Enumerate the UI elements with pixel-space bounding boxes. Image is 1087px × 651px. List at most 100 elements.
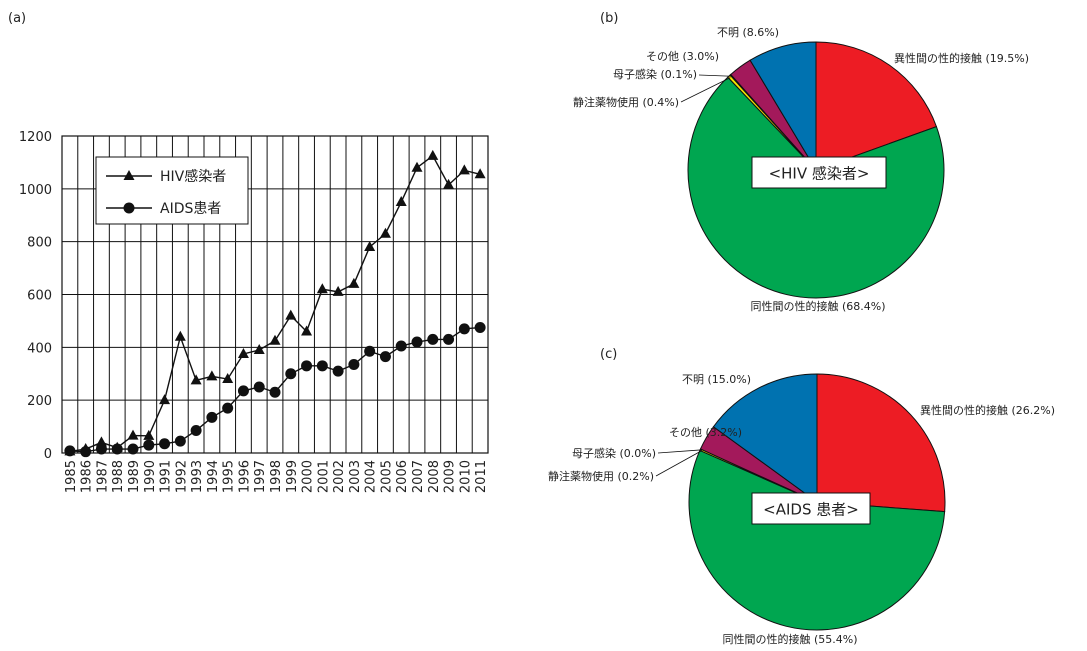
aids-point: [316, 360, 328, 372]
hiv-point: [206, 370, 218, 381]
aids-point: [332, 365, 344, 377]
leader-line: [655, 450, 703, 477]
hiv-point: [127, 429, 139, 440]
hiv-point: [458, 164, 470, 175]
aids-point: [111, 443, 123, 455]
leader-line: [657, 449, 703, 454]
aids-point: [427, 333, 439, 345]
pie-slice: [749, 41, 817, 172]
hiv-point: [411, 161, 423, 172]
x-tick-label: 2001: [316, 460, 331, 493]
x-tick-label: 1989: [127, 460, 142, 493]
leader-line: [698, 74, 732, 77]
x-tick-label: 2007: [411, 460, 426, 493]
hiv-point: [159, 394, 171, 405]
y-tick-label: 1200: [19, 130, 52, 145]
hiv-point: [443, 178, 455, 189]
x-tick-label: 1985: [64, 460, 79, 493]
aids-point: [364, 345, 376, 357]
pie-slice-label: 異性間の性的接触 (26.2%): [920, 403, 1055, 417]
plot-frame: [61, 135, 489, 454]
aids-point: [348, 359, 360, 371]
center-label-box: [751, 492, 871, 525]
aids-point: [206, 411, 218, 423]
legend-label: HIV感染者: [160, 168, 226, 185]
legend-triangle-marker: [123, 170, 135, 180]
y-tick-label: 600: [27, 289, 52, 304]
aids-point: [190, 425, 202, 437]
pie-chart-hiv: 異性間の性的接触 (19.5%) 同性間の性的接触 (68.4%) 静注薬物使用 (…: [573, 26, 1029, 313]
line-chart: 0 200 400 600 800 1000 1200 1985 1986 1987 1988 198…: [19, 130, 489, 493]
x-tick-label: 2005: [379, 460, 394, 493]
pie-slice-label: 静注薬物使用 (0.4%): [573, 95, 679, 109]
y-tick-label: 400: [27, 341, 52, 356]
hiv-point: [332, 285, 344, 296]
legend-label: AIDS患者: [160, 201, 221, 217]
x-tick-label: 1998: [269, 460, 284, 493]
pie-slice-label: 同性間の性的接触 (68.4%): [750, 299, 885, 313]
aids-point: [80, 446, 92, 458]
x-tick-label: 1986: [80, 460, 95, 493]
aids-point: [222, 402, 234, 414]
legend-box: [95, 156, 249, 225]
y-tick-label: 800: [27, 236, 52, 251]
hiv-point: [285, 309, 297, 320]
x-tick-label: 2008: [427, 460, 442, 493]
hiv-point: [237, 347, 249, 358]
hiv-point: [222, 373, 234, 384]
hiv-point: [474, 168, 486, 179]
hiv-point: [427, 149, 439, 160]
x-tick-label: 1995: [222, 460, 237, 493]
aids-point: [285, 368, 297, 380]
x-tick-label: 1996: [237, 460, 252, 493]
x-tick-label: 2009: [443, 460, 458, 493]
x-tick-label: 1993: [190, 460, 205, 493]
hiv-point: [364, 240, 376, 251]
aids-point: [474, 322, 486, 334]
y-tick-label: 0: [44, 447, 52, 462]
leader-line: [680, 77, 731, 103]
pie-slice-label: 異性間の性的接触 (19.5%): [894, 51, 1029, 65]
x-tick-label: 1999: [285, 460, 300, 493]
pie-slice: [815, 41, 938, 171]
aids-point: [411, 336, 423, 348]
y-tick-label: 1000: [19, 183, 52, 198]
hiv-point: [269, 334, 281, 345]
hiv-point: [395, 196, 407, 207]
center-label: <AIDS 患者>: [763, 501, 859, 519]
aids-point: [301, 360, 313, 372]
hiv-point: [253, 343, 265, 354]
aids-point: [379, 351, 391, 363]
hiv-point: [301, 325, 313, 336]
x-tick-label: 2003: [348, 460, 363, 493]
center-label-box: [751, 156, 887, 189]
aids-point: [443, 333, 455, 345]
aids-point: [127, 443, 139, 455]
pie-slice-label: 不明 (15.0%): [682, 373, 751, 386]
aids-point: [159, 438, 171, 450]
x-tick-label: 1990: [143, 460, 158, 493]
x-tick-label: 1991: [159, 460, 174, 493]
x-tick-label: 2002: [332, 460, 347, 493]
x-tick-label: 2010: [458, 460, 473, 493]
aids-point: [95, 443, 107, 455]
pie-slice: [712, 373, 818, 503]
hiv-point: [190, 374, 202, 385]
legend-circle-marker: [123, 202, 135, 214]
hiv-point: [95, 436, 107, 447]
x-tick-label: 2006: [395, 460, 410, 493]
y-tick-label: 200: [27, 394, 52, 409]
hiv-point: [316, 283, 328, 294]
pie-slice-label: 不明 (8.6%): [717, 26, 779, 39]
hiv-point: [379, 227, 391, 238]
pie-chart-aids: 異性間の性的接触 (26.2%) 同性間の性的接触 (55.4%) 静注薬物使用 (…: [548, 373, 1055, 646]
panel-label-c: (c): [600, 347, 617, 362]
aids-point: [143, 439, 155, 451]
aids-point: [64, 445, 76, 457]
aids-point: [253, 381, 265, 393]
x-tick-label: 2000: [301, 460, 316, 493]
legend: HIV感染者 AIDS患者: [95, 156, 249, 225]
aids-point: [174, 435, 186, 447]
x-tick-label: 1987: [95, 460, 110, 493]
